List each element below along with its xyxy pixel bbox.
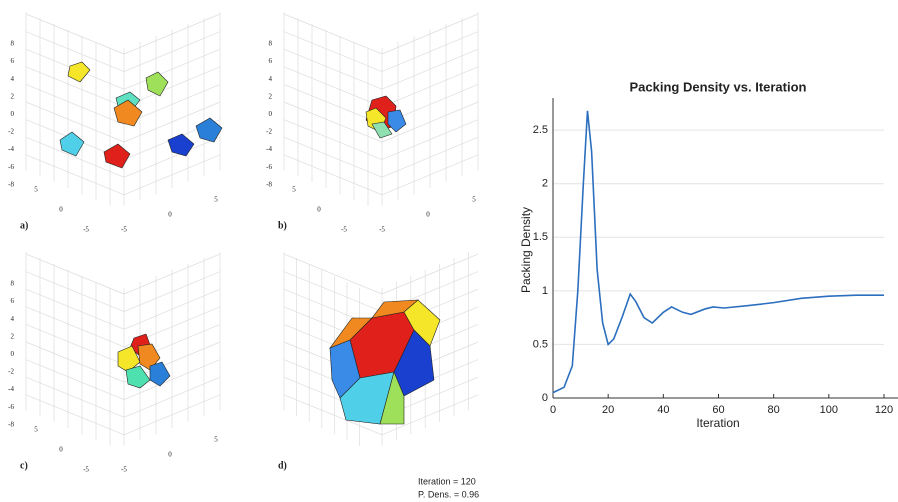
grid-3d <box>26 395 124 435</box>
z-tick-label: -8 <box>266 180 272 188</box>
annotation: Iteration = 120 <box>418 476 476 486</box>
z-tick-label: -2 <box>8 368 14 376</box>
z-tick-label: 0 <box>269 110 273 118</box>
x-tick-label: 60 <box>712 404 724 416</box>
y-tick-label: 0 <box>542 392 548 404</box>
z-tick-label: 4 <box>11 75 15 83</box>
z-tick-label: -8 <box>8 180 14 188</box>
z-tick-label: 6 <box>11 57 15 65</box>
grid-3d <box>284 14 382 54</box>
y-tick-label: 2.5 <box>533 124 548 136</box>
grid-3d <box>284 32 382 72</box>
z-tick-label: -4 <box>8 145 14 153</box>
z-tick-label: 2 <box>11 92 15 100</box>
data-line <box>553 111 884 393</box>
chart-title: Packing Density vs. Iteration <box>629 79 806 94</box>
grid-3d <box>26 254 124 294</box>
x-tick-label: 0 <box>59 446 63 454</box>
grid-3d <box>26 307 124 347</box>
y-tick-label: -5 <box>121 466 127 474</box>
z-tick-label: -6 <box>8 403 14 411</box>
z-tick-label: 8 <box>11 280 15 288</box>
y-tick-label: 5 <box>472 196 476 204</box>
panel-label: a) <box>20 220 28 231</box>
z-tick-label: -6 <box>266 163 272 171</box>
panel-label: c) <box>20 460 28 471</box>
x-tick-label: 80 <box>768 404 780 416</box>
grid-3d <box>382 254 478 294</box>
y-tick-label: 2 <box>542 178 548 190</box>
x-tick-label: 40 <box>657 404 669 416</box>
grid-3d <box>26 360 124 400</box>
z-tick-label: 8 <box>269 40 273 48</box>
z-tick-label: 0 <box>11 350 15 358</box>
x-axis-label: Iteration <box>696 416 739 430</box>
annotation: P. Dens. = 0.96 <box>418 489 479 499</box>
x-tick-label: 0 <box>317 206 321 214</box>
y-tick-label: 5 <box>214 436 218 444</box>
z-tick-label: -4 <box>266 145 272 153</box>
y-tick-label: 0 <box>426 211 430 219</box>
z-tick-label: 4 <box>269 75 273 83</box>
grid-3d <box>284 67 382 107</box>
y-tick-label: -5 <box>379 226 385 234</box>
grid-3d <box>26 289 124 329</box>
panel-label: d) <box>278 460 287 471</box>
x-tick-label: -5 <box>341 226 347 234</box>
y-tick-label: 1 <box>542 285 548 297</box>
z-tick-label: 4 <box>11 315 15 323</box>
grid-3d <box>284 49 382 89</box>
y-tick-label: 5 <box>214 196 218 204</box>
grid-3d <box>284 272 382 312</box>
grid-3d <box>284 137 382 177</box>
z-tick-label: -6 <box>8 163 14 171</box>
z-tick-label: 6 <box>269 57 273 65</box>
z-tick-label: -4 <box>8 385 14 393</box>
y-tick-label: 0.5 <box>533 338 548 350</box>
z-tick-label: -2 <box>266 128 272 136</box>
x-tick-label: 20 <box>602 404 614 416</box>
figure: a)86420-2-4-6-850-5-505b)86420-2-4-6-850… <box>0 0 898 502</box>
x-tick-label: -5 <box>83 226 89 234</box>
y-axis-label: Packing Density <box>519 207 533 293</box>
grid-3d <box>26 324 124 364</box>
x-tick-label: -5 <box>83 466 89 474</box>
grid-3d <box>26 14 124 54</box>
z-tick-label: 6 <box>11 297 15 305</box>
x-tick-label: 5 <box>34 426 38 434</box>
x-tick-label: 120 <box>875 404 893 416</box>
grid-3d <box>284 254 382 294</box>
x-tick-label: 0 <box>59 206 63 214</box>
grid-3d <box>26 272 124 312</box>
z-tick-label: -2 <box>8 128 14 136</box>
grid-3d <box>284 120 382 160</box>
y-tick-label: 0 <box>168 211 172 219</box>
polyhedra <box>60 62 440 424</box>
z-tick-label: 8 <box>11 40 15 48</box>
grid-3d <box>26 377 124 417</box>
z-tick-label: -8 <box>8 420 14 428</box>
x-tick-label: 5 <box>34 186 38 194</box>
grid-3d <box>26 342 124 382</box>
y-tick-label: 1.5 <box>533 231 548 243</box>
panel-label: b) <box>278 220 287 231</box>
z-tick-label: 0 <box>11 110 15 118</box>
y-tick-label: 0 <box>168 451 172 459</box>
y-tick-label: -5 <box>121 226 127 234</box>
x-tick-label: 0 <box>550 404 556 416</box>
x-tick-label: 100 <box>820 404 838 416</box>
grid-3d <box>26 84 124 124</box>
x-tick-label: 5 <box>292 186 296 194</box>
grid-3d <box>284 155 382 195</box>
z-tick-label: 2 <box>11 332 15 340</box>
z-tick-label: 2 <box>269 92 273 100</box>
